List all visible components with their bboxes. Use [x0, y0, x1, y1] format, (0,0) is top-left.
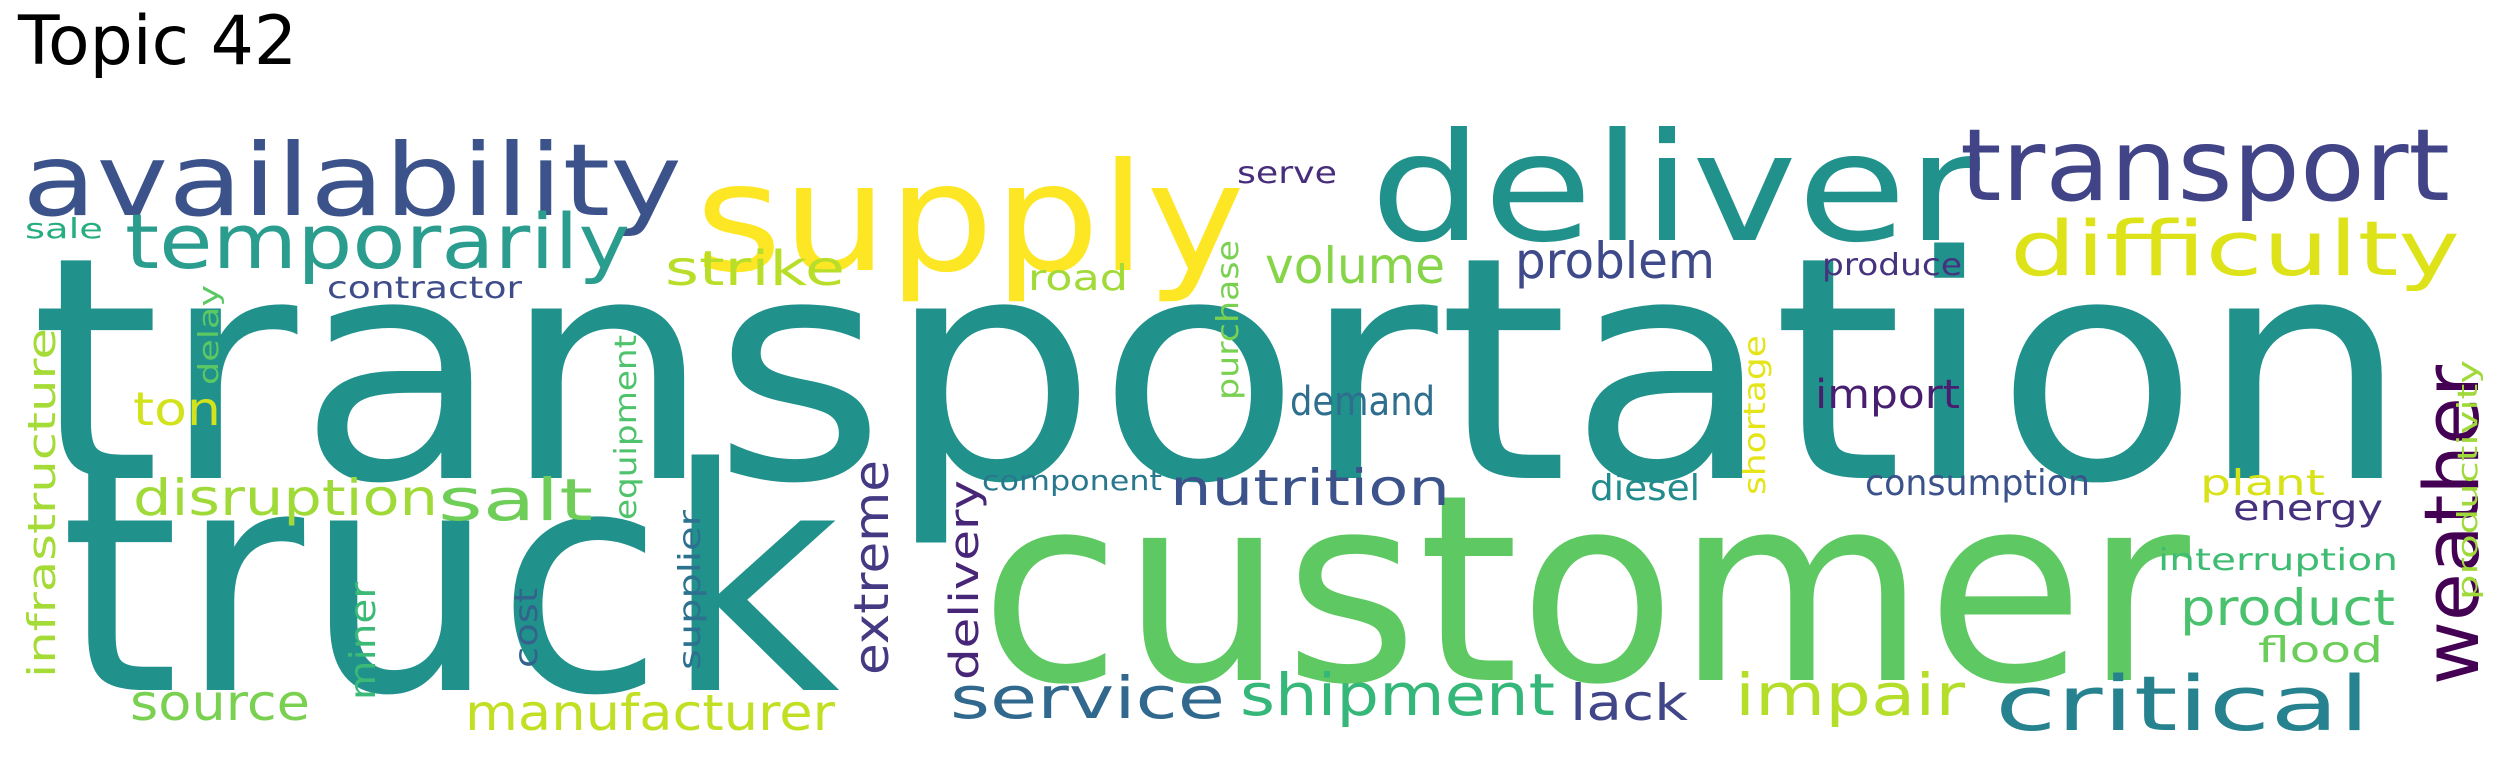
word-strike: strike — [665, 241, 845, 297]
word-infrastructure: infrastructure — [20, 328, 64, 678]
word-nutrition: nutrition — [1170, 459, 1450, 517]
word-shipment: shipment — [1240, 661, 1555, 729]
word-manufacturer: manufacturer — [465, 684, 835, 742]
word-plant: plant — [2200, 463, 2325, 504]
word-customer: customer — [980, 440, 2193, 742]
word-equipment: equipment — [609, 335, 644, 520]
word-deliver: deliver — [1370, 102, 1980, 276]
word-energy: energy — [2233, 488, 2383, 529]
word-serve: serve — [1237, 156, 1337, 191]
word-service: service — [950, 664, 1225, 732]
word-consumption: consumption — [1865, 463, 2090, 504]
word-salt: salt — [438, 466, 593, 534]
word-purchase: purchase — [1211, 240, 1246, 400]
chart-title: Topic 42 — [18, 2, 298, 81]
word-supply: supply — [695, 132, 1245, 306]
word-import: import — [1815, 372, 1960, 418]
word-delay: delay — [192, 285, 225, 385]
word-miner: miner — [343, 582, 384, 700]
word-diesel: diesel — [1590, 468, 1700, 509]
word-volume: volume — [1265, 237, 1445, 295]
word-source: source — [130, 674, 310, 732]
word-product: product — [2180, 579, 2395, 637]
word-produce: produce — [1822, 248, 1962, 283]
word-lack: lack — [1570, 674, 1688, 732]
word-impair: impair — [1735, 661, 1965, 729]
word-demand: demand — [1290, 379, 1435, 425]
word-disruption: disruption — [133, 469, 438, 527]
word-weather: weather — [2407, 364, 2496, 685]
word-critical: critical — [1995, 659, 2370, 748]
word-temporarily: temporarily — [125, 197, 630, 286]
word-supplier: supplier — [673, 509, 708, 670]
word-availability: availability — [22, 122, 682, 239]
word-difficulty: difficulty — [2010, 204, 2460, 293]
word-contractor: contractor — [327, 271, 523, 306]
word-ton: ton — [133, 382, 221, 436]
word-component: component — [982, 464, 1162, 497]
word-cost: cost — [507, 588, 545, 668]
word-interruption: interruption — [2158, 543, 2398, 578]
word-road: road — [1028, 258, 1128, 299]
word-problem: problem — [1515, 232, 1715, 290]
word-flood: flood — [2258, 630, 2383, 671]
word-truck: truck — [60, 403, 840, 764]
word-sale: sale — [25, 212, 103, 245]
word-shortage: shortage — [1738, 335, 1773, 495]
word-productivity: productivity — [2451, 360, 2484, 600]
word-extreme: extreme — [844, 460, 900, 675]
word-transport: transport — [1960, 107, 2450, 224]
word-transportation: transportation — [30, 191, 2410, 552]
word-delivery: delivery — [942, 480, 988, 680]
